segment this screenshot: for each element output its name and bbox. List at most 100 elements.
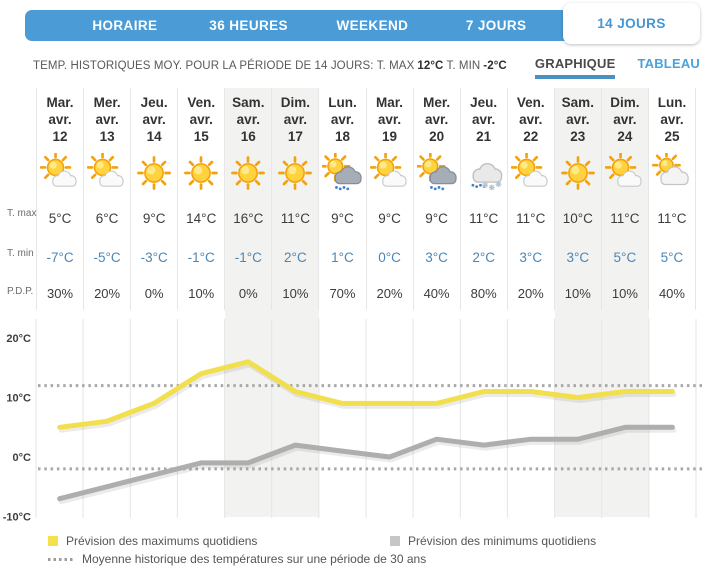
day-month: avr. [283, 112, 308, 127]
day-header: Mar. avr. 12 [37, 88, 83, 148]
day-date: 12 [52, 129, 68, 144]
tmax-value: 16°C [233, 210, 264, 226]
tmin-value: 2°C [284, 249, 307, 265]
day-column-avr--23[interactable]: Sam. avr. 23 10°C 3°C 10% [553, 88, 601, 310]
color-swatch [48, 536, 58, 546]
day-column-avr--18[interactable]: Lun. avr. 18 9°C 1°C 70% [318, 88, 365, 310]
day-name: Dim. [610, 95, 640, 110]
nav-tab-7-jours[interactable]: 7 JOURS [465, 18, 527, 33]
day-name: Mar. [376, 95, 404, 110]
day-column-avr--24[interactable]: Dim. avr. 24 11°C 5°C 10% [600, 88, 648, 310]
view-tab-tableau[interactable]: TABLEAU [637, 56, 700, 71]
day-column-avr--19[interactable]: Mar. avr. 19 9°C 0°C 20% [365, 88, 413, 310]
day-date: 25 [664, 129, 680, 144]
tmax-value: 11°C [610, 210, 640, 226]
day-header: Sam. avr. 16 [225, 88, 271, 148]
day-column-avr--16[interactable]: Sam. avr. 16 16°C -1°C 0% [224, 88, 271, 310]
tmin-value: 1°C [331, 249, 354, 265]
row-label-tmax: T. max [7, 208, 37, 219]
pdp-value: 40% [658, 285, 685, 301]
day-column-avr--17[interactable]: Dim. avr. 17 11°C 2°C 10% [271, 88, 318, 310]
day-name: Lun. [657, 95, 687, 110]
day-header: Ven. avr. 22 [508, 88, 554, 148]
tmin-value: -1°C [234, 249, 262, 265]
legend-item: Prévision des maximums quotidiens [48, 534, 257, 548]
partly-cloudy-icon [84, 148, 130, 198]
day-header: Sam. avr. 23 [555, 88, 601, 148]
day-header: Dim. avr. 24 [602, 88, 648, 148]
nav-tab-weekend[interactable]: WEEKEND [336, 18, 409, 33]
day-name: Sam. [232, 95, 265, 110]
historical-tmin-value: -2°C [483, 60, 507, 72]
day-name: Ven. [516, 95, 545, 110]
view-tab-graphique[interactable]: GRAPHIQUE [534, 56, 616, 79]
pdp-value: 0% [238, 285, 258, 301]
partly-cloudy-icon [367, 148, 413, 198]
tmax-value: 9°C [142, 210, 166, 226]
subheader: TEMP. HISTORIQUES MOY. POUR LA PÉRIODE D… [33, 56, 700, 79]
day-date: 20 [429, 129, 445, 144]
day-month: avr. [189, 112, 213, 127]
historical-tmax-value: 12°C [417, 60, 444, 72]
historical-summary: TEMP. HISTORIQUES MOY. POUR LA PÉRIODE D… [33, 56, 510, 72]
day-month: avr. [377, 112, 402, 127]
day-header: Lun. avr. 25 [649, 88, 695, 148]
sunny-icon [178, 148, 224, 198]
day-column-avr--15[interactable]: Ven. avr. 15 14°C -1°C 10% [177, 88, 224, 310]
legend-item: Prévision des minimums quotidiens [390, 534, 596, 548]
wet-flurries-icon [461, 148, 507, 198]
tmin-value: -1°C [187, 249, 215, 265]
historical-prefix: TEMP. HISTORIQUES MOY. POUR LA PÉRIODE D… [33, 60, 415, 72]
day-date: 24 [617, 129, 633, 144]
partly-cloudy-icon [508, 148, 554, 198]
tmax-value: 11°C [516, 210, 546, 226]
day-header: Mar. avr. 19 [367, 88, 413, 148]
day-column-avr--25[interactable]: Lun. avr. 25 11°C 5°C 40% [647, 88, 695, 310]
nav-bar: HORAIRE 36 HEURES WEEKEND 7 JOURS 14 JOURS [25, 3, 700, 44]
tmax-value: 9°C [425, 210, 448, 226]
partly-cloudy-icon [37, 148, 83, 198]
temperature-chart: 20°C 10°C 0°C -10°C [3, 319, 704, 524]
day-column-avr--12[interactable]: Mar. avr. 12 5°C -7°C 30% [36, 88, 83, 310]
pdp-value: 20% [376, 285, 403, 301]
tmax-value: 9°C [378, 210, 401, 226]
legend-label: Prévision des minimums quotidiens [408, 534, 597, 548]
day-header: Mer. avr. 13 [84, 88, 130, 148]
day-header: Jeu. avr. 21 [461, 88, 507, 148]
day-column-avr--21[interactable]: Jeu. avr. 21 11°C 2°C 80% [459, 88, 507, 310]
day-date: 19 [382, 129, 398, 144]
day-header: Dim. avr. 17 [272, 88, 318, 148]
day-date: 22 [523, 129, 539, 144]
day-date: 16 [240, 129, 256, 144]
day-date: 23 [570, 129, 586, 144]
day-column-avr--13[interactable]: Mer. avr. 13 6°C -5°C 20% [83, 88, 130, 310]
day-column-avr--20[interactable]: Mer. avr. 20 9°C 3°C 40% [412, 88, 460, 310]
day-name: Jeu. [470, 95, 498, 110]
day-month: avr. [95, 112, 119, 127]
day-name: Mer. [93, 95, 121, 110]
day-month: avr. [142, 112, 166, 127]
day-date: 17 [287, 129, 303, 144]
tmax-value: 10°C [562, 210, 593, 226]
tmin-value: -3°C [140, 249, 168, 265]
tmin-value: 3°C [425, 249, 448, 265]
pdp-value: 10% [188, 285, 215, 301]
day-header: Jeu. avr. 14 [131, 88, 177, 148]
tmin-value: 3°C [519, 249, 543, 265]
day-header: Lun. avr. 18 [319, 88, 365, 148]
tmax-value: 14°C [186, 210, 217, 226]
nav-tab-horaire[interactable]: HORAIRE [92, 18, 158, 33]
nav-tab-14-jours[interactable]: 14 JOURS [563, 3, 700, 44]
chart-legend: Prévision des maximums quotidiens Prévisi… [48, 534, 708, 579]
day-column-avr--14[interactable]: Jeu. avr. 14 9°C -3°C 0% [130, 88, 177, 310]
historical-tmin-label: T. MIN [446, 60, 481, 72]
day-column-avr--22[interactable]: Ven. avr. 22 11°C 3°C 20% [506, 88, 554, 310]
nav-tab-36-heures[interactable]: 36 HEURES [209, 18, 288, 33]
day-month: avr. [48, 112, 72, 127]
day-date: 14 [146, 129, 162, 144]
pdp-value: 10% [282, 285, 309, 301]
day-month: avr. [236, 112, 260, 127]
day-date: 21 [476, 129, 492, 144]
tmax-value: 5°C [48, 210, 72, 226]
